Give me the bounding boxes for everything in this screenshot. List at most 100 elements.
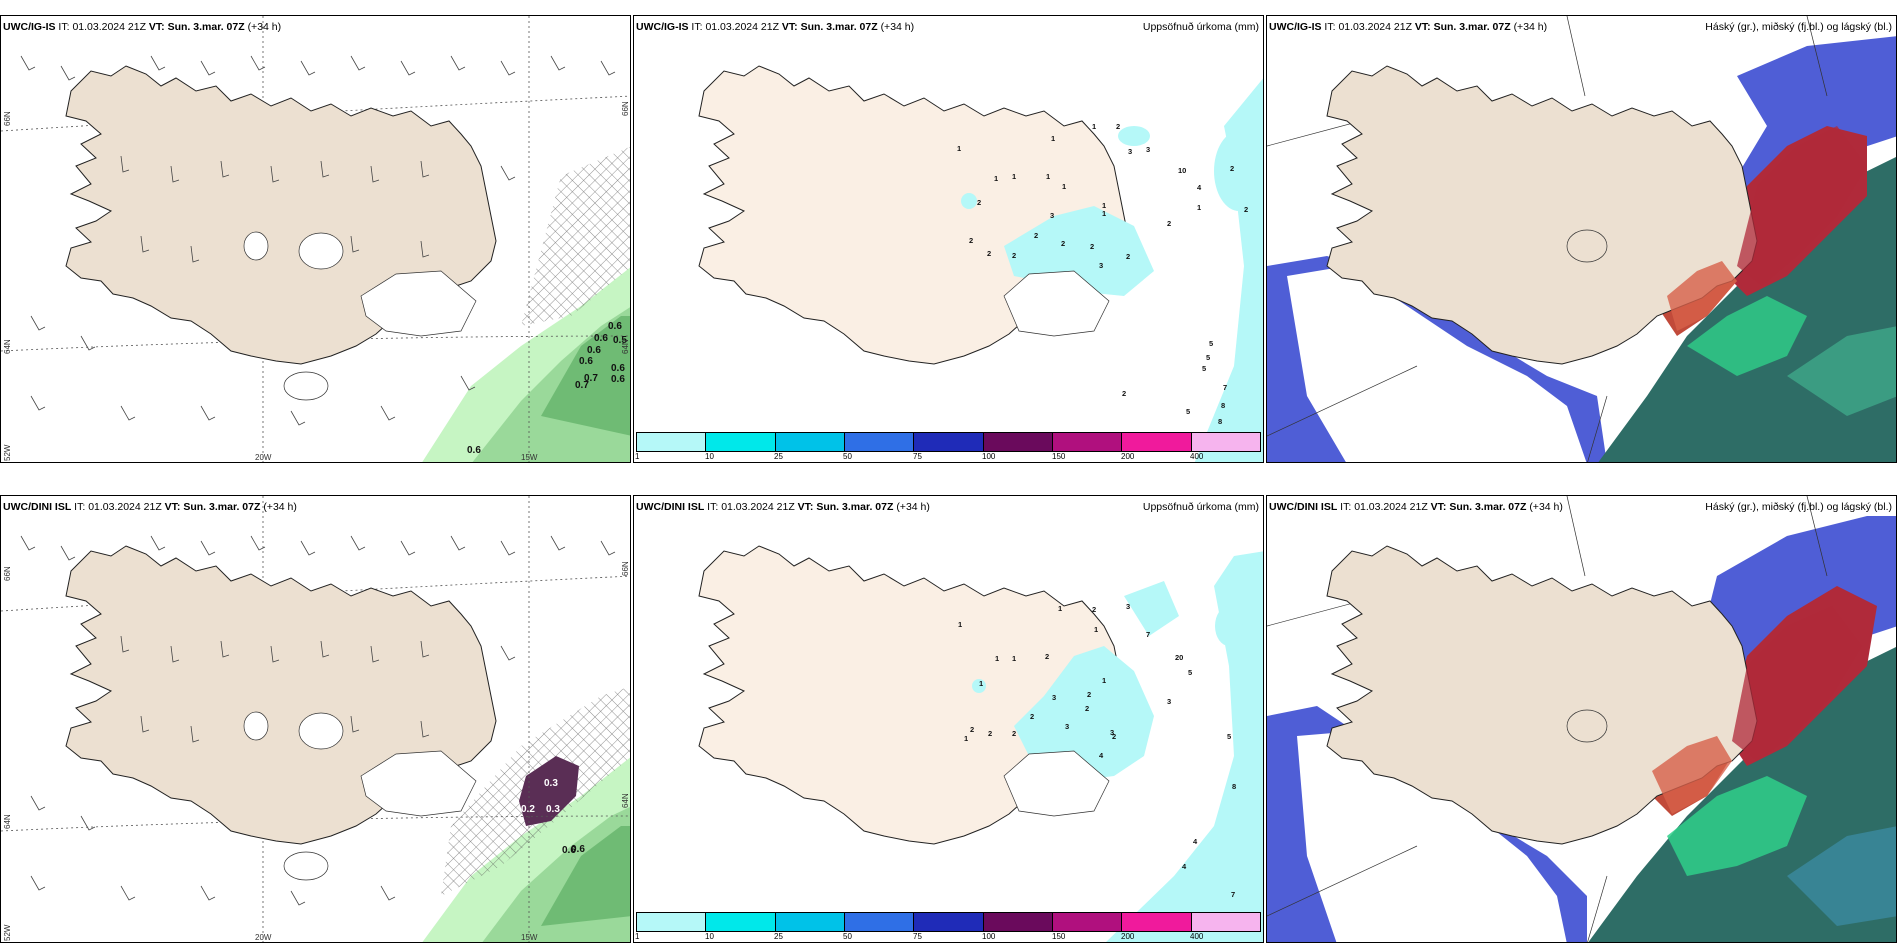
value-label: 5: [1227, 732, 1231, 741]
value-label: 2: [1230, 164, 1234, 173]
value-label: 1: [1046, 172, 1050, 181]
colorbar-swatch: [775, 433, 845, 451]
value-label: 1: [1051, 134, 1055, 143]
value-label: 1: [1058, 604, 1062, 613]
value-label: 2: [977, 198, 981, 207]
value-label: 2: [1122, 389, 1126, 398]
value-label: 1: [995, 654, 999, 663]
precip-colorbar: [636, 912, 1261, 932]
colorbar-tick: 75: [913, 932, 922, 941]
colorbar-tick: 25: [774, 932, 783, 941]
value-label: 2: [1012, 251, 1016, 260]
colorbar-swatch: [844, 433, 915, 451]
precip-map: 1 1 2 3 1 1 1 1 2 7 20 5 1 2 3 2 2 3 2 2…: [634, 496, 1263, 942]
lat-label: 66N: [621, 561, 630, 576]
value-label: 2: [987, 249, 991, 258]
colorbar-tick: 150: [1052, 932, 1066, 941]
value-label: 2: [1112, 732, 1116, 741]
field-title: Háský (gr.), miðský (fj.bl.) og lágský (…: [1705, 21, 1892, 33]
value-label: 1: [1102, 201, 1106, 210]
lat-label: 64N: [621, 793, 630, 808]
colorbar-swatch: [1052, 913, 1123, 931]
precip-values: 1 1 2 3 1 1 1 1 2 7 20 5 1 2 3 2 2 3 2 2…: [958, 602, 1236, 899]
wind-barbs: [20, 535, 616, 906]
colorbar-tick: 150: [1052, 452, 1066, 461]
colorbar-tick: 200: [1121, 452, 1135, 461]
value-label: 2: [1085, 704, 1089, 713]
value-label: 2: [1061, 239, 1065, 248]
colorbar-tick: 25: [774, 452, 783, 461]
wind-barbs: [20, 55, 616, 426]
value-label: 0.5: [613, 335, 627, 346]
lat-label: 64N: [3, 339, 12, 354]
value-label: 20: [1175, 653, 1183, 662]
value-label: 10: [1178, 166, 1186, 175]
field-title: Háský (gr.), miðský (fj.bl.) og lágský (…: [1705, 501, 1892, 513]
wave-height-values: 0.6 0.6 0.5 0.6 0.6 0.7 0.7 0.6 0.6 0.6: [467, 321, 627, 456]
wind-map: 0.3 0.2 0.3 0.6 0.6: [1, 496, 630, 942]
lat-label: 66N: [3, 566, 12, 581]
value-label: 0.6: [587, 345, 601, 356]
lon-label: 20W: [255, 933, 272, 942]
value-label: 7: [1146, 630, 1150, 639]
panel-title: UWC/IG-IS IT: 01.03.2024 21Z VT: Sun. 3.…: [636, 21, 915, 33]
value-label: 2: [970, 725, 974, 734]
colorbar-tick: 1: [635, 452, 640, 461]
wave-height-values: 0.3 0.2 0.3 0.6 0.6: [521, 778, 585, 856]
colorbar-tick: 10: [705, 932, 714, 941]
value-label: 4: [1197, 183, 1202, 192]
colorbar-swatch: [775, 913, 845, 931]
value-label: 5: [1188, 668, 1192, 677]
colorbar-ticks: 1 10 25 50 75 100 150 200 400: [635, 932, 1261, 942]
wind-map: 0.6 0.6 0.5 0.6 0.6 0.7 0.7 0.6 0.6 0.6: [1, 16, 630, 462]
precip-map-panel-igis: UWC/IG-IS IT: 01.03.2024 21Z VT: Sun. 3.…: [633, 15, 1264, 463]
value-label: 0.7: [584, 373, 598, 384]
value-label: 0.7: [575, 380, 589, 391]
lon-label: 15W: [521, 933, 538, 942]
colorbar-swatch: [1191, 433, 1260, 451]
colorbar-swatch: [1122, 433, 1192, 451]
value-label: 3: [1065, 722, 1069, 731]
colorbar-tick: 1: [635, 932, 640, 941]
value-label: 5: [1209, 339, 1213, 348]
cloud-map-panel-igis: UWC/IG-IS IT: 01.03.2024 21Z VT: Sun. 3.…: [1266, 15, 1897, 463]
value-label: 3: [1167, 697, 1171, 706]
value-label: 0.6: [467, 445, 481, 456]
colorbar-swatch: [983, 913, 1053, 931]
value-label: 1: [1102, 676, 1106, 685]
value-label: 1: [994, 174, 998, 183]
cloud-map: [1267, 496, 1896, 942]
colorbar-tick: 50: [843, 932, 852, 941]
colorbar-tick: 400: [1190, 452, 1204, 461]
value-label: 8: [1218, 417, 1222, 426]
colorbar-swatch: [637, 433, 707, 451]
precip-colorbar: [636, 432, 1261, 452]
value-label: 1: [1012, 654, 1016, 663]
colorbar-tick: 50: [843, 452, 852, 461]
colorbar-tick: 75: [913, 452, 922, 461]
colorbar-tick: 400: [1190, 932, 1204, 941]
wind-map-panel-igis: UWC/IG-IS IT: 01.03.2024 21Z VT: Sun. 3.…: [0, 15, 631, 463]
field-title: Uppsöfnuð úrkoma (mm): [1142, 501, 1259, 513]
value-label: 2: [1087, 690, 1091, 699]
value-label: 5: [1206, 353, 1210, 362]
lat-label: 64N: [621, 339, 630, 354]
colorbar-swatch: [1191, 913, 1260, 931]
colorbar-tick: 100: [982, 932, 996, 941]
value-label: 4: [1182, 862, 1187, 871]
value-label: 0.6: [562, 845, 576, 856]
value-label: 3: [1099, 261, 1103, 270]
value-label: 0.6: [571, 844, 585, 855]
value-label: 2: [1045, 652, 1049, 661]
value-label: 2: [1030, 712, 1034, 721]
value-label: 3: [1128, 147, 1132, 156]
value-label: 2: [1034, 231, 1038, 240]
value-label: 0.3: [544, 778, 558, 789]
field-title: Uppsöfnuð úrkoma (mm): [1142, 21, 1259, 33]
value-label: 1: [1092, 122, 1096, 131]
value-label: 4: [1193, 837, 1198, 846]
value-label: 5: [1202, 364, 1206, 373]
value-label: 1: [1094, 625, 1098, 634]
cloud-map-panel-dini: UWC/DINI ISL IT: 01.03.2024 21Z VT: Sun.…: [1266, 495, 1897, 943]
value-label: 2: [1116, 122, 1120, 131]
